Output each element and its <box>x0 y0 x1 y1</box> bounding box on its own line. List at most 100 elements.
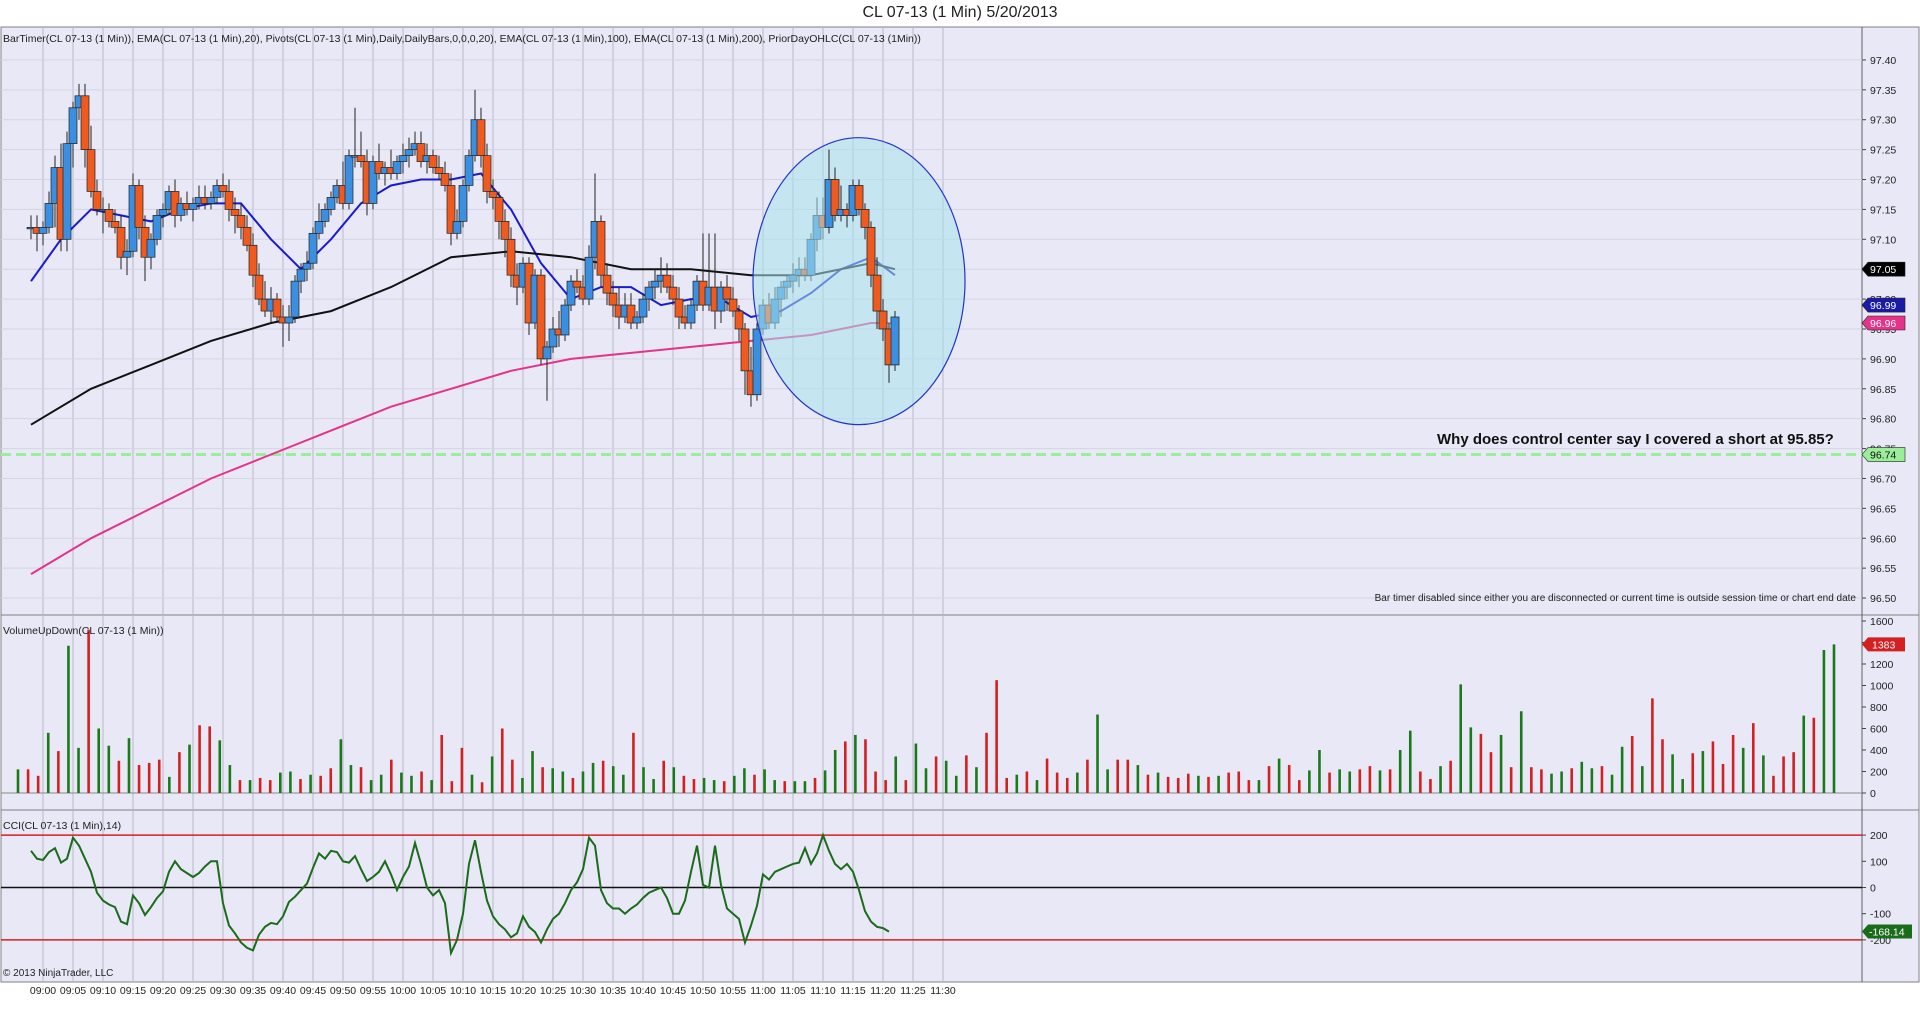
candle <box>152 209 162 246</box>
candle-body <box>494 197 504 222</box>
price-indicator-label: BarTimer(CL 07-13 (1 Min)), EMA(CL 07-13… <box>3 33 921 45</box>
volume-tick-label: 800 <box>1870 702 1888 714</box>
candle <box>356 131 366 168</box>
candle <box>308 227 318 270</box>
x-tick-label: 10:35 <box>600 985 626 997</box>
candle-body <box>302 262 312 270</box>
candle <box>38 221 48 246</box>
x-tick-label: 10:10 <box>450 985 476 997</box>
price-tag-shape <box>1861 315 1906 331</box>
candle <box>254 263 264 306</box>
candle <box>560 299 570 341</box>
x-tick-label: 11:15 <box>840 985 866 997</box>
candle-body <box>146 238 156 258</box>
cci-tick-label: 100 <box>1870 856 1888 868</box>
highlight-ellipse <box>752 137 966 426</box>
candle <box>44 191 54 234</box>
price-tick-label: 97.30 <box>1870 115 1896 127</box>
candle <box>860 203 870 240</box>
volume-tick-label: 400 <box>1870 745 1888 757</box>
x-tick-label: 09:20 <box>150 985 176 997</box>
candle <box>440 161 450 192</box>
candle-body <box>68 107 78 144</box>
candle-body <box>314 221 324 234</box>
x-tick-label: 09:40 <box>270 985 296 997</box>
cci-panel[interactable] <box>0 809 1920 983</box>
candle <box>500 209 510 258</box>
candle-body <box>644 286 654 300</box>
candle-body <box>596 221 606 276</box>
candle-body <box>428 155 438 168</box>
volume-tag-label: 1383 <box>1872 639 1896 651</box>
candle-body <box>104 209 114 222</box>
price-tick-label: 97.40 <box>1870 55 1896 67</box>
candle <box>272 293 282 324</box>
x-tick-label: 09:00 <box>30 985 56 997</box>
candle-body <box>80 95 90 150</box>
candle-body <box>188 203 198 210</box>
x-tick-label: 09:50 <box>330 985 356 997</box>
price-tag-label: 96.99 <box>1870 300 1896 312</box>
candle <box>86 125 96 198</box>
candle <box>434 155 444 180</box>
candle <box>740 323 750 395</box>
x-tick-label: 09:30 <box>210 985 236 997</box>
candle-body <box>116 226 126 258</box>
candle <box>116 215 126 270</box>
candle <box>404 137 414 168</box>
price-tag-label: 97.05 <box>1870 264 1896 276</box>
volume-tag: 1383 <box>1862 637 1905 652</box>
candle-body <box>686 304 696 324</box>
candle-body <box>722 286 732 300</box>
candle-body <box>866 226 876 276</box>
cci-tag: -168.14 <box>1862 924 1912 939</box>
price-tag: 97.05 <box>1861 261 1906 277</box>
candle-body <box>476 119 486 156</box>
x-tick-label: 10:15 <box>480 985 506 997</box>
candle <box>548 317 558 353</box>
candle <box>146 233 156 270</box>
candle <box>878 299 888 341</box>
candle <box>566 275 576 312</box>
candle <box>314 203 324 240</box>
candle <box>230 197 240 234</box>
candle-body <box>122 250 132 258</box>
candle <box>344 149 354 210</box>
candle-body <box>38 226 48 234</box>
candle <box>542 340 552 401</box>
candle-body <box>242 226 252 246</box>
x-tick-label: 09:45 <box>300 985 326 997</box>
x-tick-label: 11:20 <box>870 985 896 997</box>
candle-body <box>482 155 492 192</box>
candle-body <box>734 310 744 330</box>
price-layer <box>1 83 1862 575</box>
x-tick-label: 11:10 <box>810 985 836 997</box>
candle-body <box>158 209 168 216</box>
candle <box>830 167 840 222</box>
candle-body <box>452 221 462 234</box>
candle-body <box>500 221 510 240</box>
candle <box>224 179 234 222</box>
candle-body <box>458 185 468 222</box>
candle-body <box>110 221 120 228</box>
candle <box>104 203 114 228</box>
candle-body <box>740 328 750 372</box>
candle-body <box>860 209 870 228</box>
candle <box>644 281 654 312</box>
x-tick-label: 10:05 <box>420 985 446 997</box>
price-tick-label: 97.25 <box>1870 145 1896 157</box>
candle-body <box>872 274 882 312</box>
candle <box>284 305 294 341</box>
candle-body <box>248 244 258 276</box>
price-tick-label: 96.55 <box>1870 563 1896 575</box>
price-tick-label: 96.90 <box>1870 354 1896 366</box>
candle-body <box>398 155 408 162</box>
chart-annotation: Why does control center say I covered a … <box>1437 431 1834 448</box>
x-tick-label: 10:20 <box>510 985 536 997</box>
candle-body <box>308 232 318 264</box>
price-tag-label: 96.96 <box>1870 318 1896 330</box>
cci-line <box>30 832 890 957</box>
x-tick-label: 09:05 <box>60 985 86 997</box>
candle-body <box>296 268 306 282</box>
